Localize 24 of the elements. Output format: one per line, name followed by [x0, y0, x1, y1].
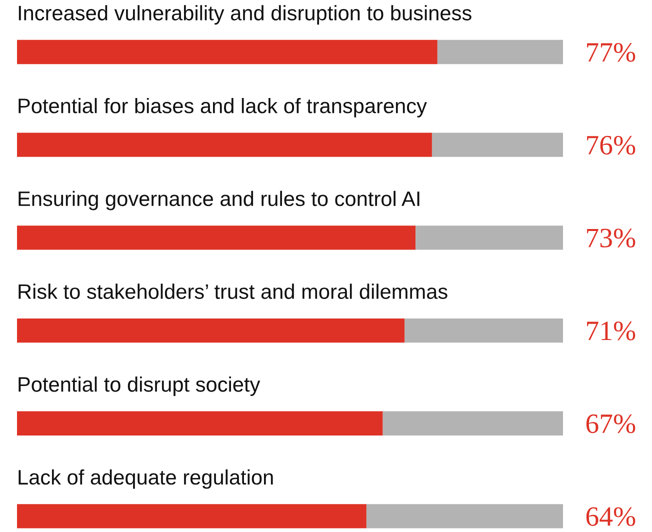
y-tick-label: Potential for biases and lack of transparency	[18, 98, 427, 118]
bar	[17, 132, 432, 157]
bar	[17, 226, 416, 250]
data-label: 67%	[586, 414, 636, 434]
bar	[17, 411, 383, 436]
bar	[17, 40, 438, 64]
bar	[404, 318, 563, 343]
bar	[432, 132, 563, 157]
y-tick-label: Risk to stakeholders’ trust and moral dilemmas	[18, 284, 448, 299]
data-label: 71%	[587, 322, 636, 340]
bar	[17, 318, 405, 343]
data-label: 77%	[587, 42, 636, 62]
y-tick-label: Increased vulnerability and disruption to business	[18, 5, 472, 25]
y-tick-label: Ensuring governance and rules to control AI	[18, 190, 420, 210]
bar	[437, 40, 563, 64]
data-label: 76%	[587, 136, 636, 155]
data-label: 64%	[586, 507, 636, 526]
bar	[416, 226, 563, 250]
y-tick-label: Lack of adequate regulation	[18, 469, 273, 489]
bar	[382, 411, 563, 436]
y-tick-label: Potential to disrupt society	[18, 376, 260, 396]
bar	[17, 504, 366, 528]
data-label: 73%	[587, 228, 636, 248]
bar	[366, 504, 563, 528]
